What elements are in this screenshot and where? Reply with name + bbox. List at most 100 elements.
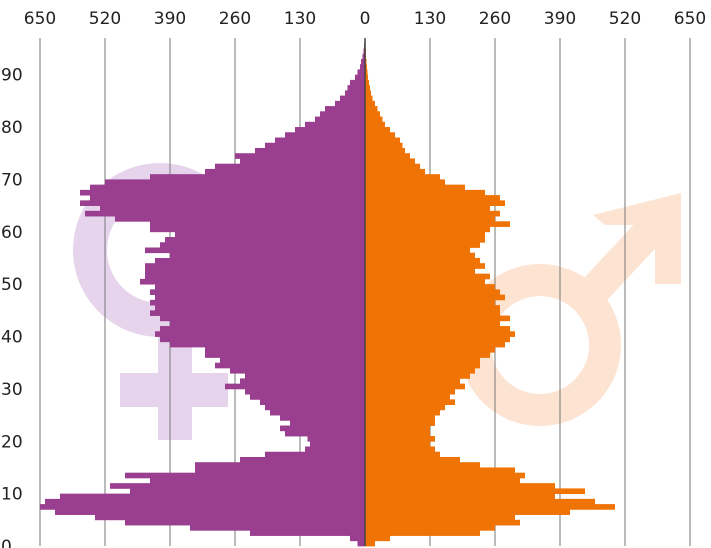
bar-age-87-left [347,85,365,91]
bar-age-17-left [265,451,365,458]
bar-age-30-left [225,383,365,390]
bar-age-38-right [365,341,505,348]
bar-age-91-left [360,64,365,70]
bar-age-39-left [160,336,365,343]
bar-age-53-right [365,263,485,269]
bar-age-60-right [365,226,490,233]
bar-age-86-right [365,90,371,97]
y-tick-label: 30 [1,380,23,400]
bar-age-78-left [285,132,365,138]
bar-age-73-left [240,158,365,165]
bar-age-51-right [365,273,490,280]
bar-age-29-right [365,388,455,395]
bar-age-90-right [365,69,368,76]
bar-age-12-left [150,477,365,484]
bar-age-91-right [365,64,367,70]
bar-age-75-right [365,147,405,154]
bar-age-70-left [150,174,365,180]
bar-age-22-right [365,425,430,432]
bar-age-11-left [110,483,365,489]
y-tick-label: 80 [1,118,23,138]
bar-age-63-right [365,210,500,217]
bar-age-35-left [220,357,365,364]
x-tick-label: 650 [24,9,56,29]
bar-age-51-left [145,273,365,280]
bar-age-55-left [170,252,365,259]
bar-age-71-left [205,168,365,175]
bar-age-3-right [365,525,495,531]
bar-age-34-right [365,362,480,369]
bar-age-5-left [95,514,365,521]
bar-age-45-right [365,305,500,311]
bar-age-69-left [105,179,365,186]
bar-age-54-right [365,257,480,264]
bar-age-77-left [275,137,365,144]
bar-age-16-right [365,456,460,463]
bar-age-79-left [295,127,365,133]
bar-age-26-left [265,404,365,411]
bar-age-8-right [365,498,595,505]
bar-age-53-left [145,263,365,269]
bar-age-23-right [365,420,435,426]
bar-age-17-right [365,451,440,458]
bar-age-62-right [365,216,495,222]
bar-age-23-left [290,420,365,426]
bar-age-80-left [305,121,365,128]
bar-age-28-left [250,394,365,400]
bar-age-10-left [130,488,365,495]
bar-age-16-left [240,456,365,463]
bar-age-55-right [365,252,475,259]
bar-age-76-left [265,142,365,149]
bar-age-81-left [315,116,365,123]
bar-age-47-left [155,294,365,301]
bar-age-57-right [365,242,480,248]
bar-age-83-right [365,106,378,112]
bar-age-52-right [365,268,475,275]
bar-age-65-right [365,200,505,206]
bar-age-19-right [365,441,430,447]
bar-age-38-left [170,341,365,348]
bar-age-25-left [270,409,365,416]
x-axis-ticks: 650 520 390 260 130 0 130 260 390 520 650 [24,9,706,29]
bar-age-41-left [160,326,365,332]
bar-age-12-right [365,477,520,484]
bar-age-15-right [365,462,480,468]
bar-age-59-right [365,231,485,238]
x-tick-label: 390 [544,9,576,29]
bar-age-13-left [125,472,365,479]
bar-age-46-right [365,299,495,306]
bar-age-50-left [140,278,365,285]
bar-age-9-right [365,493,555,500]
bar-age-33-right [365,367,475,374]
y-axis-ticks: 0 10 20 30 40 50 60 70 80 90 [1,66,23,548]
bar-age-8-left [45,498,365,505]
bar-age-65-left [80,200,365,206]
bar-age-62-left [115,216,365,222]
bar-age-31-left [240,378,365,385]
bar-age-40-left [155,331,365,337]
bar-age-1-left [350,535,365,542]
bar-age-47-right [365,294,505,301]
bar-age-32-right [365,373,470,379]
bar-age-7-left [40,504,365,510]
x-tick-label: 130 [284,9,316,29]
bar-age-14-right [365,467,515,474]
bar-age-60-left [150,226,365,233]
bar-age-85-right [365,95,373,102]
bar-age-35-right [365,357,480,364]
bar-age-83-left [325,106,365,112]
bar-age-18-left [305,446,365,453]
bar-age-72-left [215,163,365,170]
bar-age-49-left [155,284,365,290]
bar-age-2-right [365,530,480,536]
bar-age-46-left [150,299,365,306]
bar-age-68-left [90,184,365,191]
bar-age-10-right [365,488,585,495]
bar-age-89-left [355,74,365,81]
bar-age-49-right [365,284,495,290]
bar-age-84-right [365,100,375,107]
x-tick-label: 260 [219,9,251,29]
bar-age-78-right [365,132,395,138]
y-tick-label: 50 [1,275,23,295]
bar-age-48-left [150,289,365,296]
